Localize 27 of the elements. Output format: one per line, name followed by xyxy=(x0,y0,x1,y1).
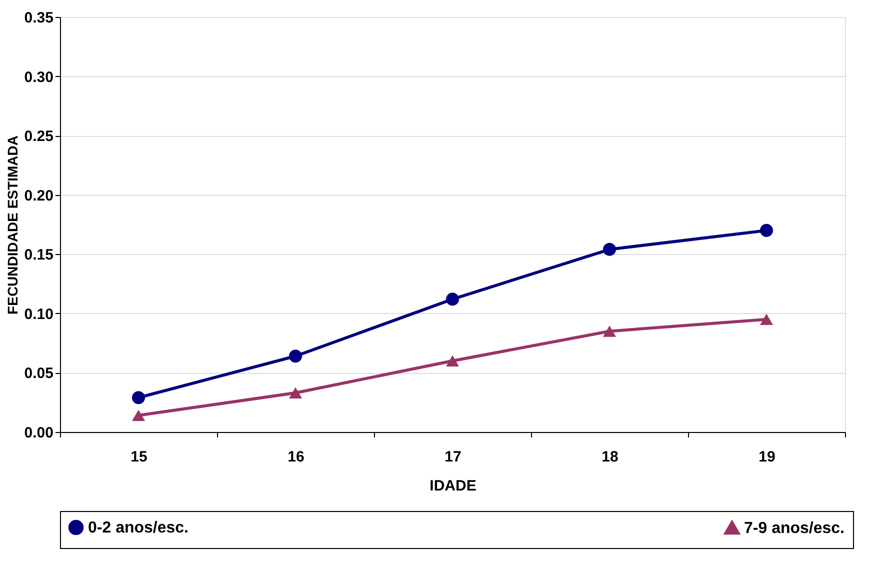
y-axis-title: FECUNDIDADE ESTIMADA xyxy=(4,136,20,314)
legend-label: 0-2 anos/esc. xyxy=(88,519,188,536)
x-tick-label: 19 xyxy=(758,448,776,466)
point xyxy=(288,387,302,399)
y-tick-label: 0.30 xyxy=(24,68,54,86)
y-tick-label: 0.20 xyxy=(24,187,54,204)
point xyxy=(602,326,616,337)
y-tick-label: 0.00 xyxy=(24,424,54,442)
point xyxy=(760,224,774,237)
point xyxy=(602,242,616,256)
point xyxy=(132,391,146,404)
point xyxy=(132,410,146,422)
point xyxy=(760,314,774,326)
point xyxy=(446,355,460,367)
point xyxy=(446,292,460,306)
x-axis-title: IDADE xyxy=(430,478,476,494)
x-tick-label: 15 xyxy=(130,448,148,466)
y-tick-label: 0.15 xyxy=(24,246,54,264)
y-tick-label: 0.35 xyxy=(24,10,54,26)
x-tick-label: 17 xyxy=(444,448,462,466)
x-tick-label: 16 xyxy=(288,448,304,466)
x-tick-label: 18 xyxy=(602,448,618,466)
legend-label: 7-9 anos/esc. xyxy=(744,520,844,537)
point xyxy=(288,350,302,363)
y-tick-label: 0.25 xyxy=(24,128,54,146)
y-tick-label: 0.10 xyxy=(24,306,54,323)
y-tick-label: 0.05 xyxy=(24,365,54,382)
